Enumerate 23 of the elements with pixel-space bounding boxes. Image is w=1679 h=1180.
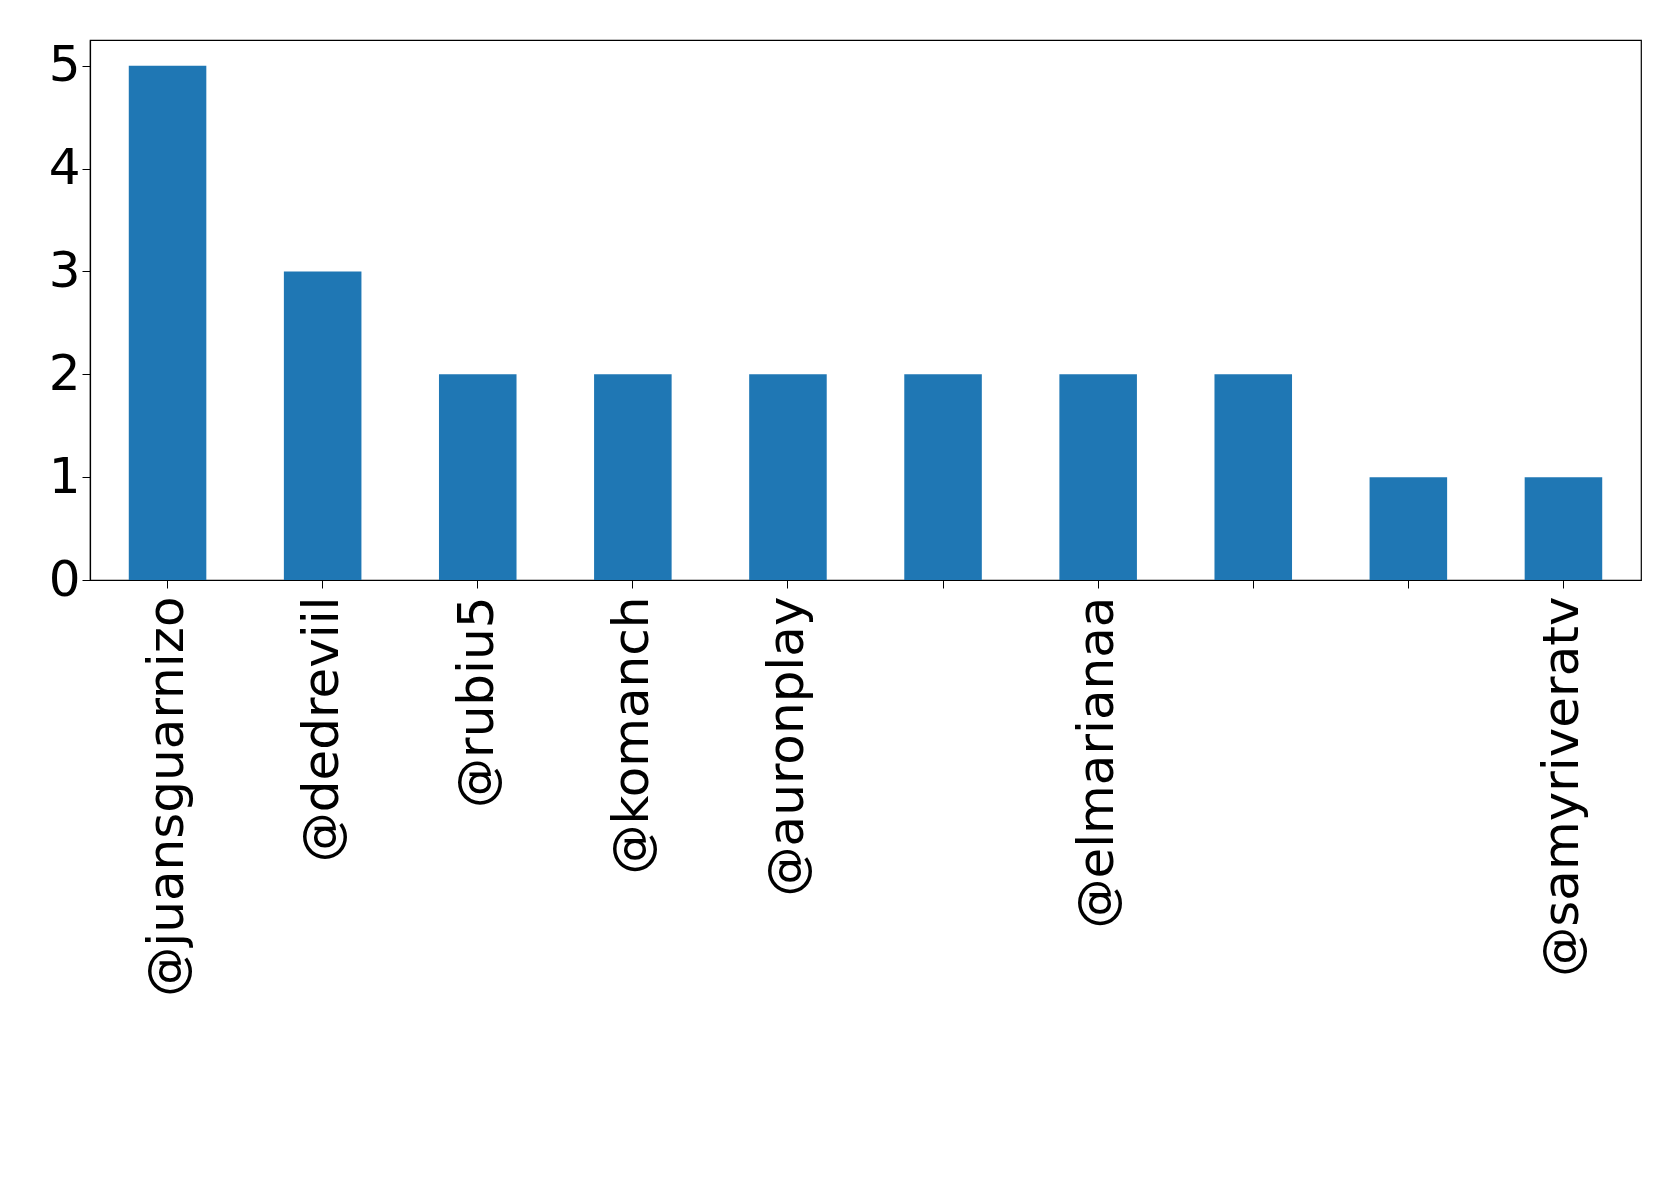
x-tick-label: @juansguarnizo xyxy=(136,596,195,997)
bar xyxy=(1214,374,1293,580)
x-tick-label: @rubiu5 xyxy=(446,596,505,808)
x-tick-label: @auronplay xyxy=(756,596,815,897)
y-tick-label: 4 xyxy=(48,138,81,197)
bar xyxy=(749,374,827,580)
x-tick-label: @komanch xyxy=(601,596,660,875)
y-tick-label: 5 xyxy=(48,35,81,94)
x-tick-label: @samyriveratv xyxy=(1532,596,1591,977)
bar xyxy=(1524,477,1603,580)
bar xyxy=(594,374,672,580)
y-tick-label: 1 xyxy=(48,446,81,505)
bar xyxy=(283,271,362,580)
x-tick-label: @dedreviil xyxy=(291,596,350,863)
bar xyxy=(904,374,982,580)
bar xyxy=(1369,477,1448,580)
bar xyxy=(438,374,517,580)
bar xyxy=(1059,374,1137,580)
x-tick-label: @elmarianaa xyxy=(1067,596,1126,929)
bar xyxy=(128,65,207,580)
y-tick-label: 2 xyxy=(48,343,81,402)
y-tick-label: 3 xyxy=(48,240,81,299)
y-tick-label: 0 xyxy=(48,549,81,608)
